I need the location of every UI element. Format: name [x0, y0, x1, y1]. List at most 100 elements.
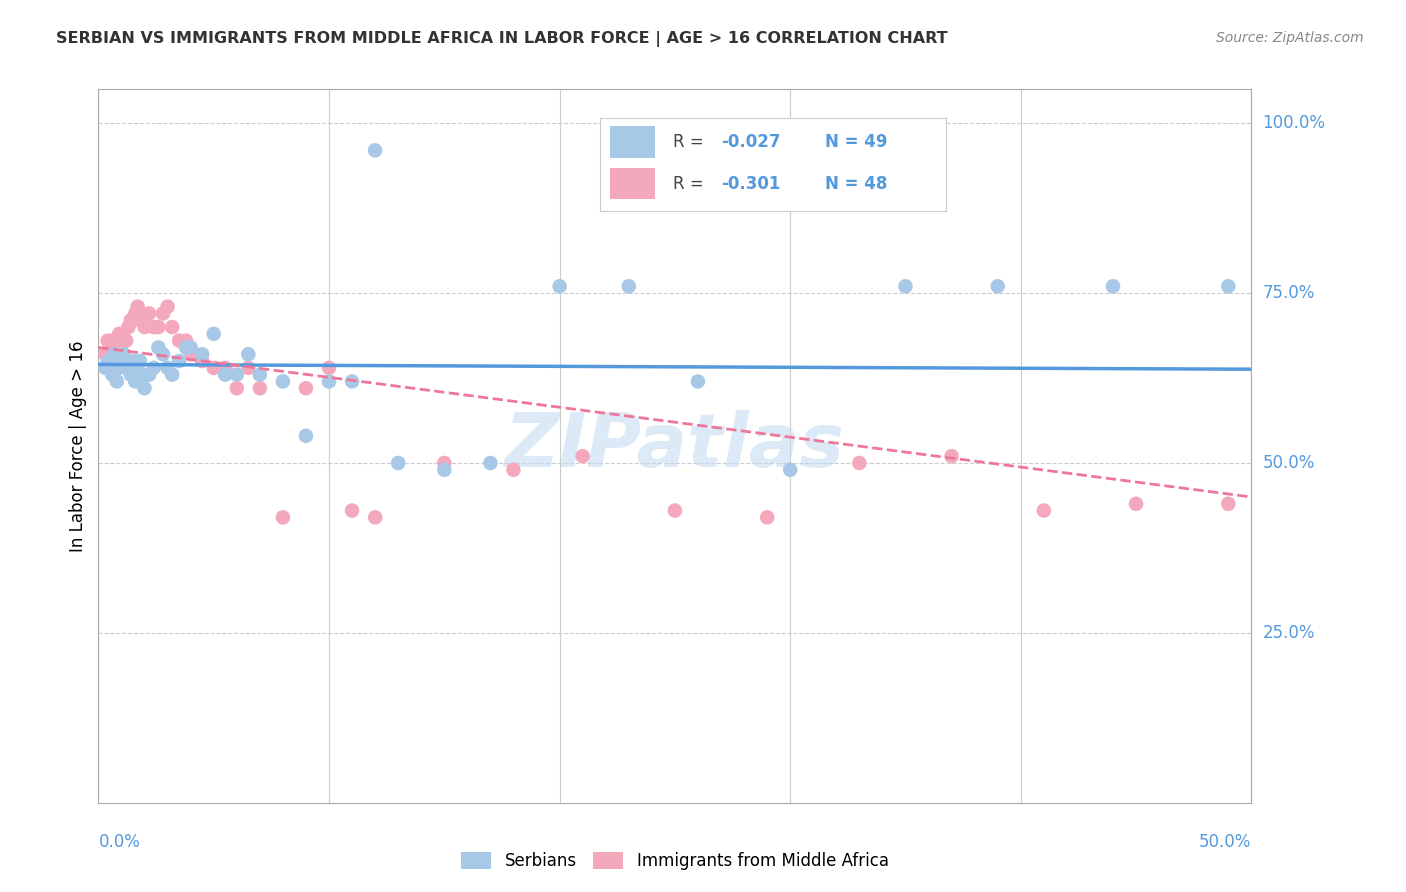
Point — [101, 334, 124, 348]
Point — [271, 375, 294, 389]
Point — [129, 306, 152, 320]
FancyBboxPatch shape — [610, 168, 655, 200]
Point — [202, 326, 225, 341]
Point — [167, 354, 190, 368]
Point — [174, 334, 197, 348]
Point — [134, 320, 156, 334]
Point — [156, 360, 179, 375]
Point — [225, 368, 247, 382]
Point — [120, 313, 142, 327]
Text: R =: R = — [672, 133, 709, 151]
Point — [433, 463, 456, 477]
Point — [167, 334, 190, 348]
Point — [202, 360, 225, 375]
Point — [127, 300, 149, 314]
Point — [134, 381, 156, 395]
Point — [105, 375, 128, 389]
Point — [1218, 279, 1240, 293]
Text: N = 49: N = 49 — [825, 133, 887, 151]
Point — [97, 334, 120, 348]
Point — [97, 354, 120, 368]
Point — [894, 279, 917, 293]
Point — [364, 144, 387, 158]
Point — [848, 456, 870, 470]
Point — [756, 510, 779, 524]
Point — [387, 456, 409, 470]
FancyBboxPatch shape — [610, 126, 655, 158]
Point — [117, 320, 139, 334]
Point — [318, 360, 340, 375]
Point — [129, 354, 152, 368]
Point — [131, 368, 153, 382]
Text: Source: ZipAtlas.com: Source: ZipAtlas.com — [1216, 31, 1364, 45]
Point — [148, 341, 170, 355]
Text: 50.0%: 50.0% — [1263, 454, 1315, 472]
Point — [214, 360, 236, 375]
Point — [127, 360, 149, 375]
Point — [94, 360, 117, 375]
Point — [340, 503, 363, 517]
Point — [152, 306, 174, 320]
Point — [117, 354, 139, 368]
Point — [1125, 497, 1147, 511]
Point — [180, 347, 202, 361]
Point — [779, 463, 801, 477]
Point — [318, 375, 340, 389]
Point — [686, 375, 709, 389]
Point — [142, 360, 165, 375]
Text: ZIPatlas: ZIPatlas — [505, 409, 845, 483]
Point — [108, 360, 131, 375]
Point — [138, 306, 160, 320]
Point — [160, 368, 183, 382]
Point — [479, 456, 502, 470]
Point — [138, 368, 160, 382]
Point — [131, 313, 153, 327]
Point — [174, 341, 197, 355]
Point — [115, 360, 138, 375]
Point — [238, 360, 260, 375]
Point — [120, 368, 142, 382]
Y-axis label: In Labor Force | Age > 16: In Labor Force | Age > 16 — [69, 340, 87, 552]
Text: -0.301: -0.301 — [721, 175, 780, 193]
Text: N = 48: N = 48 — [825, 175, 887, 193]
Text: 25.0%: 25.0% — [1263, 624, 1315, 642]
Point — [571, 449, 593, 463]
Point — [249, 368, 271, 382]
Point — [122, 313, 145, 327]
Point — [502, 463, 524, 477]
Point — [548, 279, 571, 293]
Point — [115, 334, 138, 348]
Point — [94, 347, 117, 361]
Point — [214, 368, 236, 382]
Point — [103, 347, 125, 361]
Point — [108, 326, 131, 341]
Text: 75.0%: 75.0% — [1263, 284, 1315, 302]
Point — [1032, 503, 1054, 517]
Point — [1102, 279, 1125, 293]
Point — [112, 347, 135, 361]
Point — [101, 368, 124, 382]
Legend: Serbians, Immigrants from Middle Africa: Serbians, Immigrants from Middle Africa — [454, 845, 896, 877]
Point — [110, 354, 132, 368]
Point — [98, 341, 121, 355]
Point — [364, 510, 387, 524]
Text: 100.0%: 100.0% — [1263, 114, 1326, 132]
Point — [124, 375, 146, 389]
Text: -0.027: -0.027 — [721, 133, 780, 151]
Point — [249, 381, 271, 395]
Point — [941, 449, 963, 463]
Text: R =: R = — [672, 175, 709, 193]
Point — [152, 347, 174, 361]
Point — [142, 320, 165, 334]
Point — [191, 354, 214, 368]
Point — [98, 354, 121, 368]
Point — [433, 456, 456, 470]
Point — [180, 341, 202, 355]
Point — [148, 320, 170, 334]
Point — [191, 347, 214, 361]
Point — [156, 300, 179, 314]
Point — [160, 320, 183, 334]
Point — [617, 279, 640, 293]
Point — [225, 381, 247, 395]
Point — [664, 503, 686, 517]
